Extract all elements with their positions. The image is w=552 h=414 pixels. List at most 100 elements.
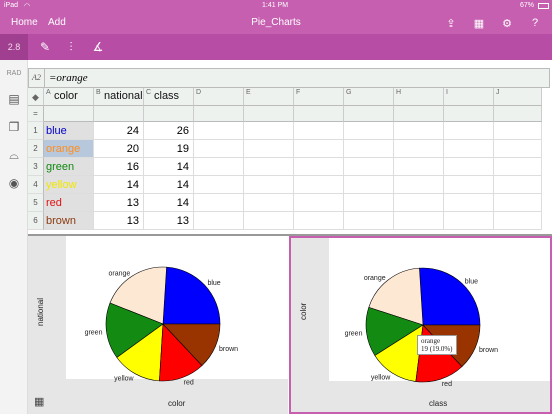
pie-slice-blue[interactable] <box>419 267 481 326</box>
empty-cell[interactable] <box>194 212 244 230</box>
empty-cell[interactable] <box>294 122 344 140</box>
sliders-icon[interactable]: ⫶ <box>69 40 73 54</box>
national-cell[interactable]: 13 <box>94 212 144 230</box>
column-header-d[interactable]: D <box>194 88 244 106</box>
empty-cell[interactable] <box>194 194 244 212</box>
corner-cell[interactable]: ◆ <box>28 88 44 106</box>
empty-cell[interactable] <box>444 140 494 158</box>
home-button[interactable]: Home <box>11 17 38 28</box>
formula-cell[interactable] <box>194 106 244 122</box>
empty-cell[interactable] <box>244 122 294 140</box>
help-icon[interactable]: ? <box>531 17 539 29</box>
empty-cell[interactable] <box>394 140 444 158</box>
class-cell[interactable]: 19 <box>144 140 194 158</box>
formula-cell[interactable] <box>444 106 494 122</box>
empty-cell[interactable] <box>344 212 394 230</box>
empty-cell[interactable] <box>294 212 344 230</box>
empty-cell[interactable] <box>194 176 244 194</box>
page-number[interactable]: 2.8 <box>0 34 28 60</box>
pie-slice-brown[interactable] <box>162 323 221 366</box>
empty-cell[interactable] <box>494 176 542 194</box>
row-header[interactable]: 3 <box>28 158 44 176</box>
empty-cell[interactable] <box>494 122 542 140</box>
formula-cell[interactable] <box>44 106 94 122</box>
class-cell[interactable]: 13 <box>144 212 194 230</box>
pie-slice-orange[interactable] <box>109 266 167 325</box>
color-cell[interactable]: blue <box>44 122 94 140</box>
row-header[interactable]: 4 <box>28 176 44 194</box>
class-cell[interactable]: 14 <box>144 158 194 176</box>
formula-text[interactable]: =orange <box>49 72 88 84</box>
camera-icon[interactable]: ◉ <box>8 176 20 190</box>
chart-panel-national[interactable]: national color ▦ blue orange green yellow re… <box>28 236 288 414</box>
national-cell[interactable]: 13 <box>94 194 144 212</box>
empty-cell[interactable] <box>494 140 542 158</box>
settings-gear-icon[interactable]: ⚙ <box>502 17 512 30</box>
empty-cell[interactable] <box>294 176 344 194</box>
empty-cell[interactable] <box>244 140 294 158</box>
share-icon[interactable]: ⇪ <box>446 17 456 30</box>
empty-cell[interactable] <box>344 194 394 212</box>
color-cell[interactable]: brown <box>44 212 94 230</box>
empty-cell[interactable] <box>444 194 494 212</box>
color-cell[interactable]: yellow <box>44 176 94 194</box>
column-header-h[interactable]: H <box>394 88 444 106</box>
class-cell[interactable]: 14 <box>144 194 194 212</box>
empty-cell[interactable] <box>394 212 444 230</box>
empty-cell[interactable] <box>344 158 394 176</box>
color-cell[interactable]: red <box>44 194 94 212</box>
x-axis-label[interactable]: color <box>168 399 186 408</box>
column-header-j[interactable]: J <box>494 88 542 106</box>
row-header[interactable]: 6 <box>28 212 44 230</box>
angle-mode[interactable]: RAD <box>6 70 22 77</box>
empty-cell[interactable] <box>444 158 494 176</box>
formula-cell[interactable] <box>494 106 542 122</box>
class-cell[interactable]: 14 <box>144 176 194 194</box>
graph-tool-icon[interactable]: ∡ <box>92 40 104 54</box>
empty-cell[interactable] <box>394 158 444 176</box>
empty-cell[interactable] <box>294 140 344 158</box>
column-header-g[interactable]: G <box>344 88 394 106</box>
color-cell[interactable]: orange <box>44 140 94 158</box>
formula-cell[interactable] <box>144 106 194 122</box>
empty-cell[interactable] <box>194 122 244 140</box>
row-header[interactable]: 5 <box>28 194 44 212</box>
chart-panel-class[interactable]: color class blue orange green yellow red brow… <box>289 236 552 414</box>
empty-cell[interactable] <box>444 122 494 140</box>
empty-cell[interactable] <box>344 176 394 194</box>
column-header-i[interactable]: I <box>444 88 494 106</box>
formula-cell[interactable] <box>344 106 394 122</box>
empty-cell[interactable] <box>244 176 294 194</box>
pie-slice-orange[interactable] <box>368 267 424 326</box>
empty-cell[interactable] <box>294 194 344 212</box>
scratchpad-icon[interactable]: ⌓ <box>9 148 19 162</box>
national-cell[interactable]: 20 <box>94 140 144 158</box>
empty-cell[interactable] <box>194 140 244 158</box>
empty-cell[interactable] <box>444 176 494 194</box>
empty-cell[interactable] <box>394 194 444 212</box>
empty-cell[interactable] <box>494 158 542 176</box>
calculator-icon[interactable]: ▦ <box>473 17 485 30</box>
empty-cell[interactable] <box>294 158 344 176</box>
column-header-f[interactable]: F <box>294 88 344 106</box>
x-axis-label[interactable]: class <box>429 399 448 408</box>
pie-slice-blue[interactable] <box>162 266 221 325</box>
empty-cell[interactable] <box>244 212 294 230</box>
book-icon[interactable]: ❐ <box>8 120 20 134</box>
formula-bar[interactable]: A2 =orange <box>28 68 550 88</box>
empty-cell[interactable] <box>494 212 542 230</box>
national-cell[interactable]: 16 <box>94 158 144 176</box>
row-header[interactable]: 1 <box>28 122 44 140</box>
empty-cell[interactable] <box>344 140 394 158</box>
formula-cell[interactable] <box>394 106 444 122</box>
table-icon[interactable]: ▦ <box>34 396 45 408</box>
class-cell[interactable]: 26 <box>144 122 194 140</box>
empty-cell[interactable] <box>194 158 244 176</box>
page-sorter-icon[interactable]: ▤ <box>8 92 20 106</box>
empty-cell[interactable] <box>244 194 294 212</box>
pie-slice-green[interactable] <box>105 302 164 358</box>
add-button[interactable]: Add <box>48 17 66 28</box>
empty-cell[interactable] <box>394 176 444 194</box>
